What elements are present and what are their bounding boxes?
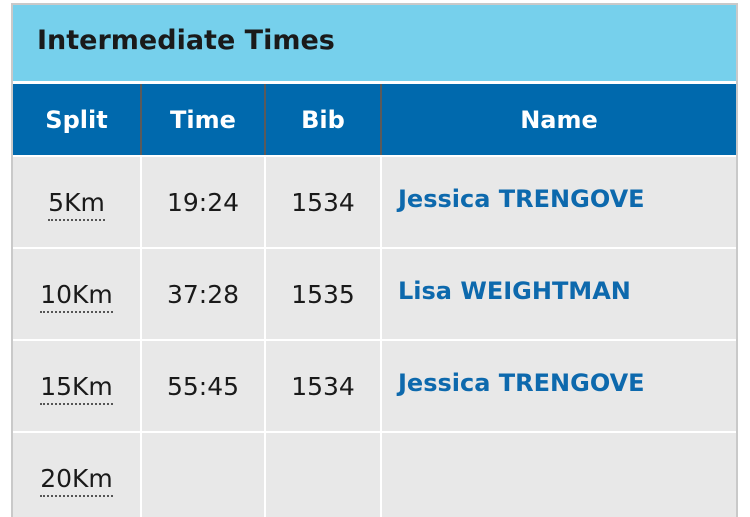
intermediate-times-panel: Intermediate Times Split Time Bib Name 5… xyxy=(11,3,738,517)
split-cell: 15Km xyxy=(13,340,142,432)
name-cell: Lisa WEIGHTMAN xyxy=(380,248,736,340)
athlete-name-link[interactable]: Jessica TRENGOVE xyxy=(398,184,645,213)
bib-cell: 1534 xyxy=(264,156,382,248)
table-body: 5Km 19:24 1534 Jessica TRENGOVE 10Km 37:… xyxy=(13,156,736,517)
intermediate-times-table: Split Time Bib Name 5Km 19:24 1534 Jessi… xyxy=(13,84,736,517)
split-cell: 5Km xyxy=(13,156,142,248)
split-label[interactable]: 5Km xyxy=(48,187,105,221)
panel-header: Intermediate Times xyxy=(13,5,736,84)
name-cell: Jessica TRENGOVE xyxy=(380,340,736,432)
column-header-split: Split xyxy=(13,84,142,157)
athlete-name-link[interactable]: Lisa WEIGHTMAN xyxy=(398,276,631,305)
bib-cell xyxy=(264,432,382,517)
table-row: 10Km 37:28 1535 Lisa WEIGHTMAN xyxy=(13,248,736,340)
name-cell xyxy=(380,432,736,517)
table-header-row: Split Time Bib Name xyxy=(13,84,736,157)
column-header-name: Name xyxy=(380,84,736,157)
split-label[interactable]: 10Km xyxy=(40,279,113,313)
column-header-time: Time xyxy=(140,84,266,157)
panel-title: Intermediate Times xyxy=(37,24,335,56)
table-row: 15Km 55:45 1534 Jessica TRENGOVE xyxy=(13,340,736,432)
split-cell: 10Km xyxy=(13,248,142,340)
bib-cell: 1534 xyxy=(264,340,382,432)
table-header: Split Time Bib Name xyxy=(13,84,736,157)
time-cell: 55:45 xyxy=(140,340,266,432)
time-cell: 37:28 xyxy=(140,248,266,340)
split-label[interactable]: 15Km xyxy=(40,371,113,405)
bib-cell: 1535 xyxy=(264,248,382,340)
table-row: 20Km xyxy=(13,432,736,517)
athlete-name-link[interactable]: Jessica TRENGOVE xyxy=(398,368,645,397)
time-cell: 19:24 xyxy=(140,156,266,248)
name-cell: Jessica TRENGOVE xyxy=(380,156,736,248)
split-label[interactable]: 20Km xyxy=(40,463,113,497)
split-cell: 20Km xyxy=(13,432,142,517)
time-cell xyxy=(140,432,266,517)
table-row: 5Km 19:24 1534 Jessica TRENGOVE xyxy=(13,156,736,248)
column-header-bib: Bib xyxy=(264,84,382,157)
